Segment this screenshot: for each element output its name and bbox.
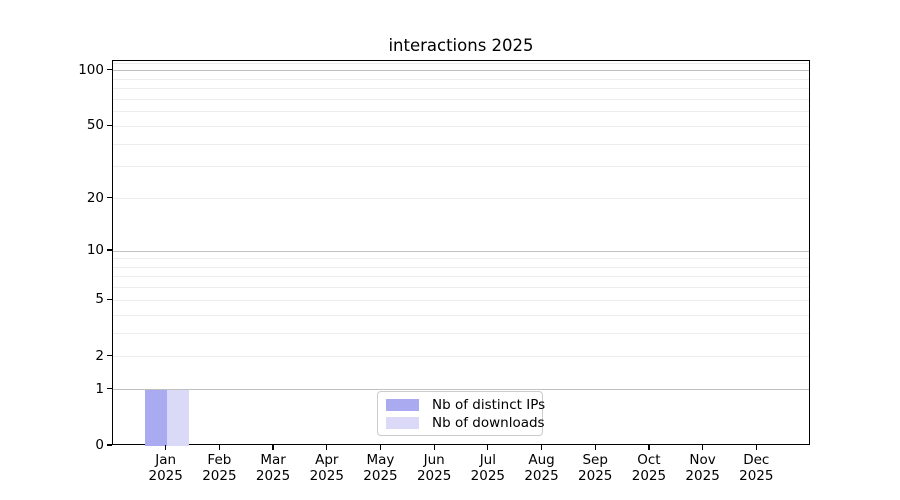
x-tick-label: Oct 2025 [613,452,685,484]
x-tick-label: Nov 2025 [667,452,739,484]
plot-area [112,60,810,446]
x-tick-year: 2025 [524,467,559,484]
y-tick-label: 1 [95,380,104,397]
y-tick-mark [107,355,112,357]
legend-swatch [386,399,419,411]
minor-gridline [113,88,809,90]
y-tick-label: 10 [86,242,104,259]
x-tick-mark [648,445,650,450]
x-tick-label: Mar 2025 [237,452,309,484]
x-tick-year: 2025 [309,467,344,484]
x-tick-label: Apr 2025 [291,452,363,484]
legend: Nb of distinct IPs Nb of downloads [377,391,546,436]
x-tick-mark [379,445,382,450]
x-tick-year: 2025 [255,467,291,484]
major-gridline [113,70,809,72]
minor-gridline [113,198,809,199]
x-tick-month: Jul [479,452,496,468]
y-tick-label: 0 [95,437,104,453]
x-tick-label: Dec 2025 [720,452,792,484]
x-tick-month: Sep [582,452,608,468]
legend-label: Nb of downloads [432,415,545,431]
x-tick-year: 2025 [416,467,452,484]
minor-gridline [113,287,809,289]
x-tick-month: Nov [689,452,716,468]
y-tick-label: 20 [86,189,104,206]
y-tick-mark [107,124,112,127]
x-tick-label: Jan 2025 [130,452,202,484]
minor-gridline [113,111,809,113]
x-tick-month: Dec [743,452,770,468]
minor-gridline [113,78,809,80]
y-tick-mark [107,444,112,446]
x-tick-year: 2025 [739,467,774,484]
minor-gridline [113,143,809,145]
x-tick-year: 2025 [578,467,613,484]
bar-nb-of-distinct-ips [144,389,167,446]
x-tick-mark [540,445,543,450]
y-tick-mark [107,249,112,251]
x-tick-month: Aug [528,452,555,468]
y-tick-mark [107,69,112,71]
y-tick-label: 50 [86,117,104,134]
minor-gridline [113,258,809,260]
x-tick-label: Feb 2025 [183,452,255,484]
minor-gridline [113,276,809,278]
x-tick-month: Jun [423,452,445,468]
x-tick-label: May 2025 [344,452,416,484]
x-tick-month: Apr [315,452,339,468]
minor-gridline [113,125,809,127]
x-tick-mark [755,445,757,450]
minor-gridline [113,332,809,334]
x-tick-month: Jan [155,452,177,468]
x-tick-label: Sep 2025 [559,452,631,484]
x-tick-label: Aug 2025 [506,452,578,484]
y-tick-label: 5 [95,291,104,308]
y-tick-mark [107,298,112,300]
legend-item: Nb of downloads [386,414,545,432]
minor-gridline [113,314,809,316]
x-tick-mark [326,445,328,450]
x-tick-mark [165,445,167,450]
legend-item: Nb of distinct IPs [386,396,546,414]
y-tick-label: 2 [95,347,104,364]
x-tick-mark [487,445,489,450]
minor-gridline [113,62,809,64]
x-tick-year: 2025 [470,467,506,484]
bar-nb-of-downloads [166,389,189,446]
x-tick-mark [272,445,274,450]
x-tick-mark [433,445,435,450]
x-tick-year: 2025 [363,467,398,484]
x-tick-label: Jul 2025 [452,452,524,484]
legend-label: Nb of distinct IPs [432,397,546,413]
x-tick-year: 2025 [148,467,183,484]
y-tick-label: 100 [78,61,104,78]
x-tick-mark [594,445,596,450]
x-tick-month: May [366,452,395,468]
x-tick-mark [218,445,221,450]
major-gridline [113,389,809,391]
x-tick-month: Oct [637,452,661,468]
x-tick-month: Mar [260,452,286,468]
minor-gridline [113,299,809,301]
x-tick-month: Feb [207,452,232,468]
minor-gridline [113,166,809,168]
x-tick-year: 2025 [631,467,667,484]
y-tick-mark [107,196,112,199]
x-tick-year: 2025 [685,467,720,484]
x-tick-year: 2025 [202,467,237,484]
chart-title: interactions 2025 [388,36,534,55]
minor-gridline [113,98,809,100]
x-tick-label: Jun 2025 [398,452,470,484]
major-gridline [113,250,809,252]
minor-gridline [113,356,809,358]
x-tick-mark [701,445,704,450]
y-tick-mark [107,388,112,390]
legend-swatch [386,417,419,429]
minor-gridline [113,266,809,268]
